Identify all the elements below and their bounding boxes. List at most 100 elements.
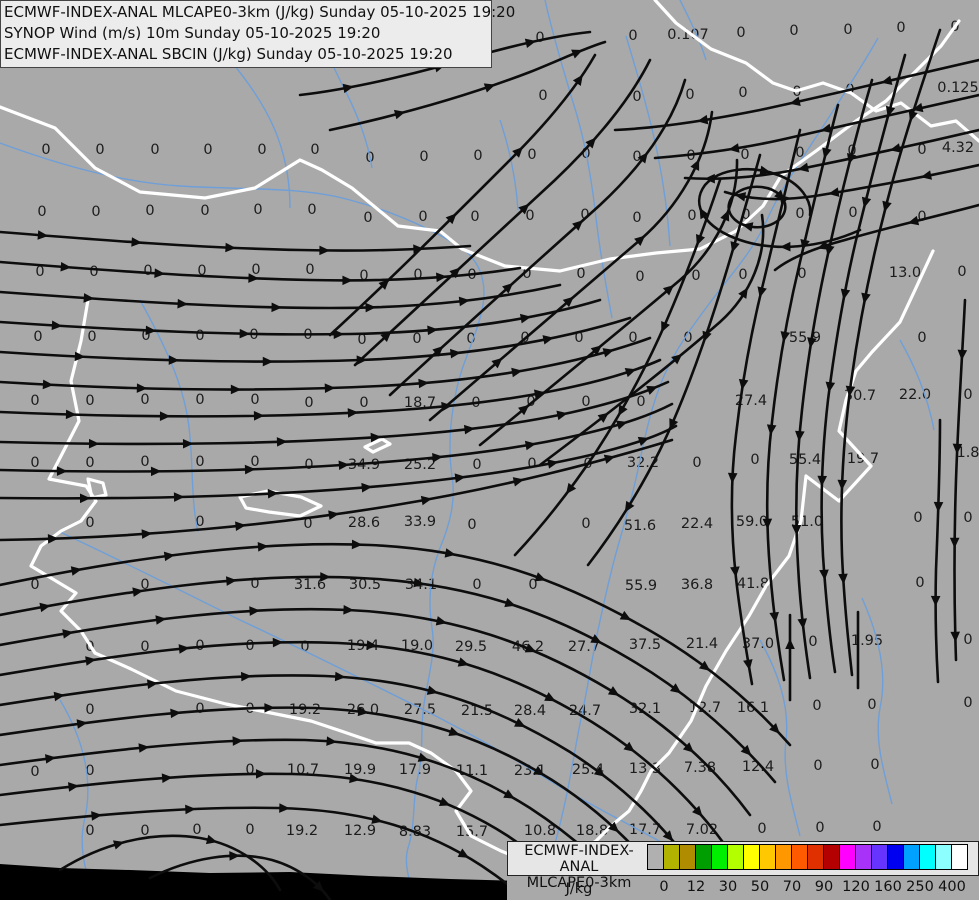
station-value: 17.7 xyxy=(628,822,662,838)
wind-arrowhead xyxy=(154,268,166,279)
wind-streamline xyxy=(58,834,282,892)
wind-arrowhead xyxy=(503,789,515,799)
wind-arrowhead xyxy=(168,355,180,365)
station-value: 24.7 xyxy=(568,703,602,719)
station-value: 32.1 xyxy=(628,701,662,717)
wind-arrowhead xyxy=(163,551,175,562)
station-value: 0 xyxy=(37,204,47,220)
wind-arrowhead xyxy=(491,357,503,369)
wind-arrowhead xyxy=(483,83,496,93)
wind-arrowhead xyxy=(361,482,373,493)
wind-arrowhead xyxy=(132,587,144,597)
wind-streamline xyxy=(0,640,727,847)
wind-arrowhead xyxy=(380,331,392,343)
station-value: 0 xyxy=(91,204,101,220)
station-value: 0 xyxy=(576,266,586,282)
wind-arrowhead xyxy=(730,241,740,253)
legend-color-swatch xyxy=(936,845,951,869)
station-value: 0 xyxy=(472,457,482,473)
station-value: 0 xyxy=(963,510,973,526)
river xyxy=(229,59,291,209)
station-value: 37.5 xyxy=(628,637,662,653)
wind-arrowhead xyxy=(334,671,346,682)
wind-arrowhead xyxy=(743,659,753,671)
title-line-wind: SYNOP Wind (m/s) 10m Sunday 05-10-2025 1… xyxy=(4,24,381,42)
station-value: 0 xyxy=(197,263,207,279)
wind-streamline xyxy=(0,298,602,336)
wind-arrowhead xyxy=(83,293,95,303)
station-value: 0 xyxy=(473,148,483,164)
station-value: 0 xyxy=(359,395,369,411)
station-value: 0 xyxy=(300,639,310,655)
wind-arrowhead xyxy=(44,754,57,764)
station-value: 0 xyxy=(85,823,95,839)
wind-arrowhead xyxy=(229,851,240,861)
wind-arrowhead xyxy=(669,683,682,694)
wind-arrowhead xyxy=(624,368,637,378)
wind-arrowhead xyxy=(920,170,932,180)
station-value: 0 xyxy=(963,632,973,648)
wind-arrowhead xyxy=(182,438,194,449)
wind-arrowhead xyxy=(42,379,54,390)
station-value: 0 xyxy=(867,697,877,713)
wind-arrowhead xyxy=(426,685,439,695)
wind-arrowhead xyxy=(131,237,143,247)
wind-arrowhead xyxy=(438,797,451,806)
station-value: 17.9 xyxy=(398,762,432,778)
wind-arrowhead xyxy=(338,460,350,471)
wind-arrowhead xyxy=(371,814,383,824)
legend-tick-label: 0 xyxy=(659,879,669,895)
wind-arrowhead xyxy=(463,424,475,435)
station-value: 4.32 xyxy=(941,140,975,156)
station-value: 0 xyxy=(527,147,537,163)
station-value: 0 xyxy=(418,209,428,225)
station-value: 0 xyxy=(304,395,314,411)
wind-arrowhead xyxy=(949,537,960,549)
station-value: 0 xyxy=(522,266,532,282)
station-value: 0 xyxy=(738,267,748,283)
station-value: 12.9 xyxy=(343,823,377,839)
wind-arrowhead xyxy=(319,245,330,256)
country-border xyxy=(363,437,392,454)
wind-arrowhead xyxy=(547,459,559,469)
wind-arrowhead xyxy=(342,275,353,286)
wind-arrowhead xyxy=(436,272,447,283)
wind-streamline xyxy=(773,203,979,272)
legend-ticks: 0 12 30 50 70 90 120 160 250 400 xyxy=(507,879,979,899)
wind-arrowhead xyxy=(571,49,583,59)
wind-arrowhead xyxy=(738,378,749,391)
wind-arrowhead xyxy=(138,743,150,753)
station-value: 0 xyxy=(692,455,702,471)
station-value: 10.8 xyxy=(523,823,557,839)
station-value: 0 xyxy=(741,207,751,223)
station-value: 0 xyxy=(200,203,210,219)
wind-arrowhead xyxy=(572,220,584,231)
wind-arrowhead xyxy=(825,244,835,256)
legend-color-swatch xyxy=(648,845,663,869)
station-value: 0 xyxy=(195,328,205,344)
station-value: 0 xyxy=(145,203,155,219)
wind-arrowhead xyxy=(68,782,79,792)
wind-arrowhead xyxy=(882,200,892,213)
river xyxy=(759,639,801,837)
station-value: 13.0 xyxy=(888,265,922,281)
station-value: 0 xyxy=(203,142,213,158)
station-value: 27.7 xyxy=(567,639,601,655)
wind-arrowhead xyxy=(822,147,832,159)
wind-arrowhead xyxy=(698,660,711,671)
station-value: 0 xyxy=(257,142,267,158)
wind-arrowhead xyxy=(276,437,288,447)
wind-streamline xyxy=(0,706,670,890)
station-value: 0 xyxy=(89,264,99,280)
station-value: 0 xyxy=(635,269,645,285)
station-value: 0 xyxy=(957,264,967,280)
country-border xyxy=(0,19,961,273)
wind-arrowhead xyxy=(762,518,773,530)
wind-arrowhead xyxy=(457,657,470,667)
river xyxy=(679,0,707,61)
wind-arrowhead xyxy=(533,389,546,399)
wind-arrowhead xyxy=(797,618,808,630)
wind-arrowhead xyxy=(47,534,59,544)
wind-arrowhead xyxy=(79,493,91,504)
station-value: 0 xyxy=(470,209,480,225)
